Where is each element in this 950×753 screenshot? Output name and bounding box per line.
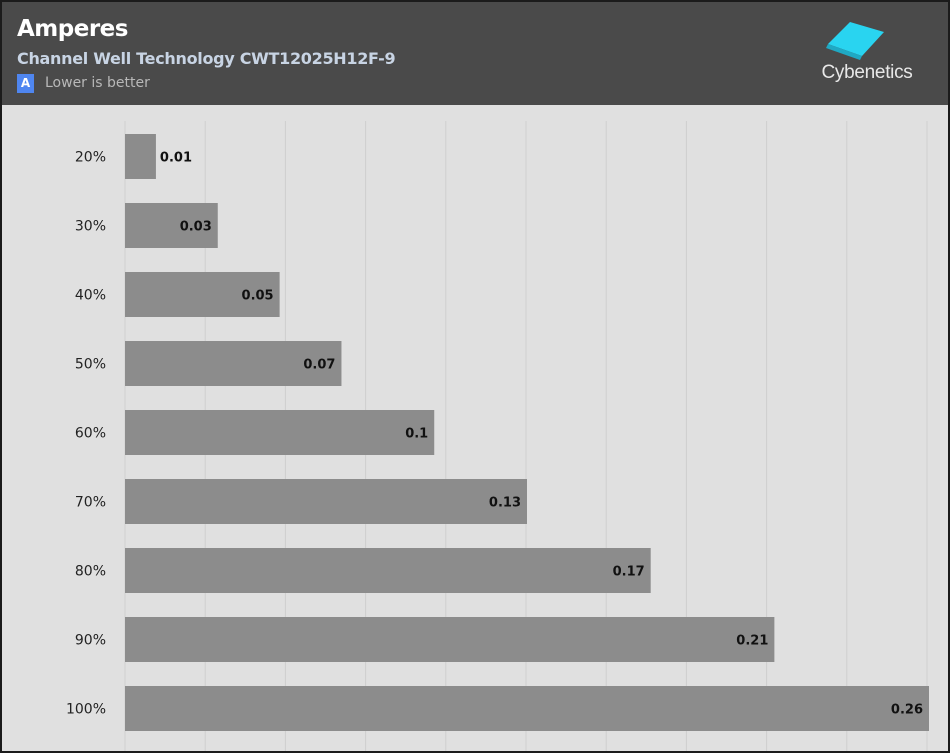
bar-20pct [125,134,156,179]
bar-60pct [125,410,435,455]
category-label: 20% [75,150,106,166]
category-label: 80% [75,564,106,580]
value-label: 0.21 [736,634,768,649]
category-label: 30% [75,219,106,235]
chart-subtitle: Channel Well Technology CWT12025H12F-9 [17,49,396,68]
bar-chart: 20%30%40%50%60%70%80%90%100% 0.010.030.0… [66,121,929,751]
value-label: 0.13 [489,496,521,511]
category-label: 100% [66,702,106,718]
value-label: 0.01 [160,151,192,166]
legend-badge: A [17,74,34,93]
bar-30pct [125,203,218,248]
value-label: 0.05 [242,289,274,304]
value-labels: 0.01 0.03 0.05 0.07 0.1 0.13 0.17 0.21 0.26 [160,151,923,718]
bar-100pct [125,686,929,731]
category-label: 60% [75,426,106,442]
bar-40pct [125,272,280,317]
bar-80pct [125,548,651,593]
cybenetics-logo: Cybenetics [812,16,922,88]
category-label: 70% [75,495,106,511]
value-label: 0.03 [180,220,212,235]
value-label: 0.1 [405,427,428,442]
bar-50pct [125,341,342,386]
category-label: 90% [75,633,106,649]
logo-mark-icon [826,22,884,60]
value-label: 0.26 [891,703,923,718]
bar-90pct [125,617,775,662]
value-label: 0.07 [303,358,335,373]
legend-note: Lower is better [45,75,150,91]
chart-header: Amperes Channel Well Technology CWT12025… [2,2,948,105]
category-labels: 20% 30% 40% 50% 60% 70% 80% 90% 100% [66,150,106,718]
bar-70pct [125,479,527,524]
category-label: 50% [75,357,106,373]
chart-title: Amperes [17,16,128,42]
value-label: 0.17 [613,565,645,580]
category-label: 40% [75,288,106,304]
bars [125,134,929,731]
logo-text: Cybenetics [821,62,913,83]
